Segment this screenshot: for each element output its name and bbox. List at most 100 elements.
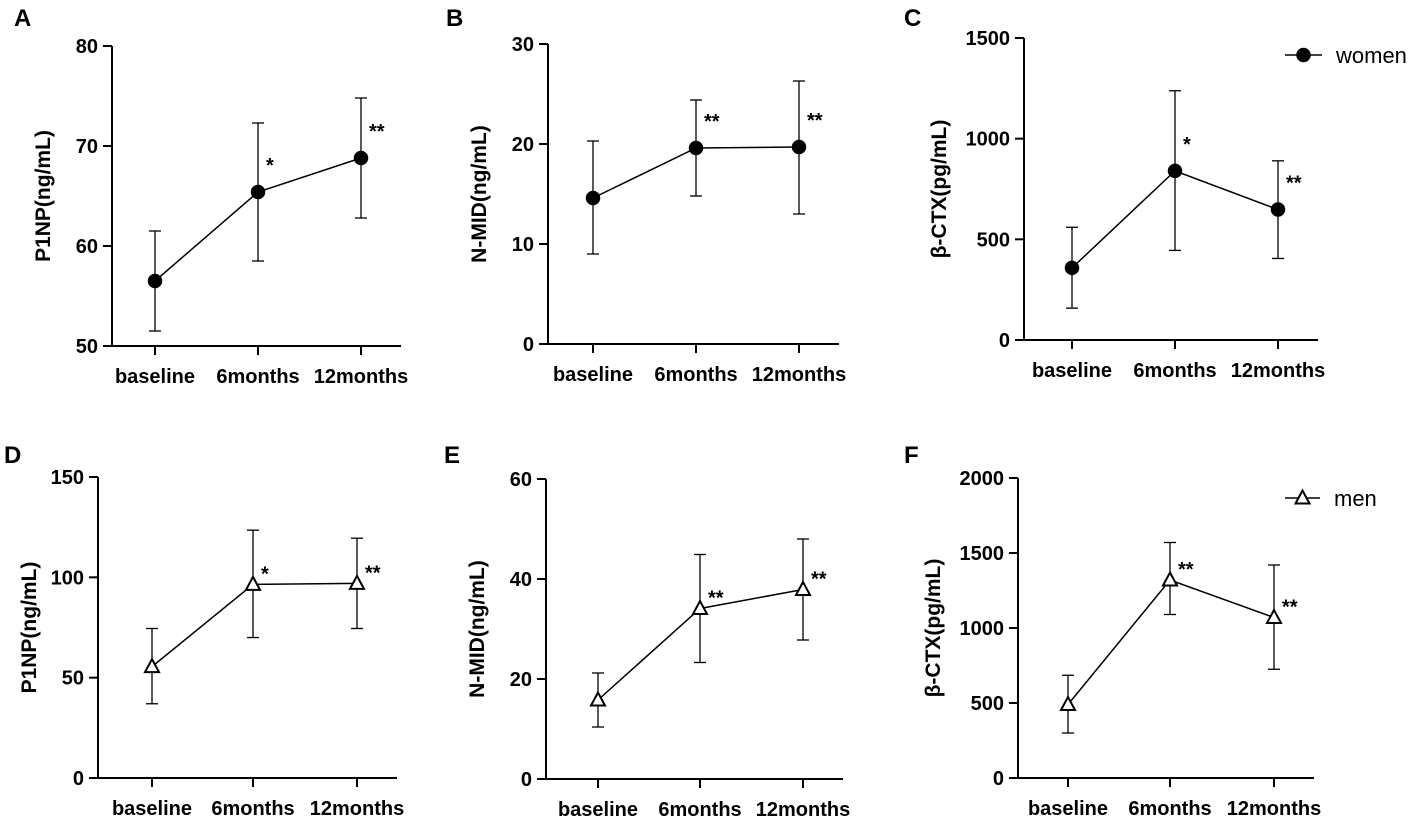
x-tick-label: baseline xyxy=(115,366,195,388)
significance-mark: ** xyxy=(811,569,827,591)
y-tick-label: 60 xyxy=(510,469,532,491)
significance-mark: ** xyxy=(807,110,823,132)
y-tick-label: 1000 xyxy=(966,129,1011,151)
x-tick-label: baseline xyxy=(558,799,638,821)
y-tick-label: 30 xyxy=(512,34,534,56)
significance-mark: ** xyxy=(708,588,724,610)
series-line xyxy=(1067,579,1275,705)
legend-marker xyxy=(1296,47,1311,63)
data-point xyxy=(688,140,704,156)
y-tick-label: 20 xyxy=(510,669,532,691)
y-axis-title: P1NP(ng/mL) xyxy=(18,562,41,694)
y-tick-label: 0 xyxy=(521,769,532,791)
panel-a-letter: A xyxy=(14,5,31,32)
panel-e-letter: E xyxy=(444,442,460,469)
panel-d-letter: D xyxy=(4,442,21,469)
y-tick-label: 0 xyxy=(993,768,1004,790)
y-axis-title: N-MID(ng/mL) xyxy=(466,560,489,698)
y-axis-title: N-MID(ng/mL) xyxy=(468,125,491,263)
significance-mark: * xyxy=(266,155,274,177)
x-tick-label: 6months xyxy=(1128,798,1211,820)
x-tick-label: baseline xyxy=(1028,798,1108,820)
y-tick-label: 1000 xyxy=(960,618,1005,640)
y-tick-label: 10 xyxy=(512,234,534,256)
x-tick-label: 12months xyxy=(756,799,850,821)
x-tick-label: 12months xyxy=(1231,360,1325,382)
data-point xyxy=(1059,694,1077,711)
data-point xyxy=(589,690,607,707)
x-tick-label: 6months xyxy=(658,799,741,821)
panel-a: A 50 60 70 80 baseline 6months 12months P1NP(ng/… xyxy=(14,5,408,388)
significance-mark: ** xyxy=(369,121,385,143)
legend: men xyxy=(1285,486,1377,511)
y-tick-label: 150 xyxy=(51,467,84,489)
x-tick-label: 12months xyxy=(314,366,408,388)
data-point xyxy=(791,139,807,155)
y-tick-label: 500 xyxy=(977,229,1010,251)
legend-marker xyxy=(1293,488,1312,505)
x-tick-label: baseline xyxy=(553,364,633,386)
y-axis-title: P1NP(ng/mL) xyxy=(32,130,55,262)
y-tick-label: 500 xyxy=(971,693,1004,715)
panel-b-letter: B xyxy=(446,5,463,32)
x-tick-label: 6months xyxy=(216,366,299,388)
data-point xyxy=(585,190,601,206)
data-point xyxy=(1064,260,1080,276)
data-point xyxy=(147,273,163,289)
panel-f: F 0 500 1000 1500 2000 baseline 6months 12months… xyxy=(904,442,1377,820)
data-point xyxy=(691,598,709,615)
panel-f-letter: F xyxy=(904,442,919,469)
significance-mark: * xyxy=(1183,134,1191,156)
y-tick-label: 50 xyxy=(62,668,84,690)
significance-mark: ** xyxy=(365,562,381,584)
significance-mark: ** xyxy=(704,111,720,133)
panel-c: C 0 500 1000 1500 baseline 6months 12months β-CT… xyxy=(904,5,1407,382)
data-point xyxy=(348,573,366,590)
x-tick-label: 6months xyxy=(654,364,737,386)
significance-mark: ** xyxy=(1178,559,1194,581)
series-line xyxy=(151,582,358,668)
data-point xyxy=(250,184,266,200)
x-tick-label: 6months xyxy=(1133,360,1216,382)
legend: women xyxy=(1285,43,1407,68)
y-axis-title: β-CTX(pg/mL) xyxy=(928,120,951,259)
y-tick-label: 60 xyxy=(76,236,98,258)
x-tick-label: baseline xyxy=(112,798,192,820)
significance-mark: * xyxy=(261,563,269,585)
y-tick-label: 1500 xyxy=(966,28,1011,50)
y-tick-label: 80 xyxy=(76,36,98,58)
data-point xyxy=(353,150,369,166)
panel-e: E 0 20 40 60 baseline 6months 12months N-MID(ng/… xyxy=(444,442,850,821)
y-tick-label: 100 xyxy=(51,567,84,589)
y-tick-label: 0 xyxy=(523,334,534,356)
panel-d: D 0 50 100 150 baseline 6months 12months P1NP(ng… xyxy=(4,442,404,820)
y-axis-title: β-CTX(pg/mL) xyxy=(922,559,945,698)
data-point xyxy=(1167,163,1183,179)
legend-label: men xyxy=(1334,486,1377,511)
y-tick-label: 2000 xyxy=(960,468,1005,490)
x-tick-label: 12months xyxy=(310,798,404,820)
y-tick-label: 1500 xyxy=(960,543,1005,565)
y-tick-label: 0 xyxy=(999,330,1010,352)
y-tick-label: 0 xyxy=(73,768,84,790)
data-point xyxy=(1270,202,1286,217)
x-tick-label: 12months xyxy=(752,364,846,386)
y-tick-label: 50 xyxy=(76,336,98,358)
panel-c-letter: C xyxy=(904,5,921,32)
data-point xyxy=(143,657,161,674)
data-point xyxy=(1265,607,1283,624)
x-tick-label: baseline xyxy=(1032,360,1112,382)
data-point xyxy=(794,579,812,596)
x-tick-label: 6months xyxy=(211,798,294,820)
y-tick-label: 20 xyxy=(512,134,534,156)
x-tick-label: 12months xyxy=(1227,798,1321,820)
y-tick-label: 70 xyxy=(76,136,98,158)
legend-label: women xyxy=(1335,43,1407,68)
significance-mark: ** xyxy=(1282,597,1298,619)
y-tick-label: 40 xyxy=(510,569,532,591)
panel-b: B 0 10 20 30 baseline 6months 12months N-MID(ng/… xyxy=(446,5,846,386)
data-point xyxy=(1161,570,1179,587)
significance-mark: ** xyxy=(1286,173,1302,195)
data-point xyxy=(244,574,262,591)
